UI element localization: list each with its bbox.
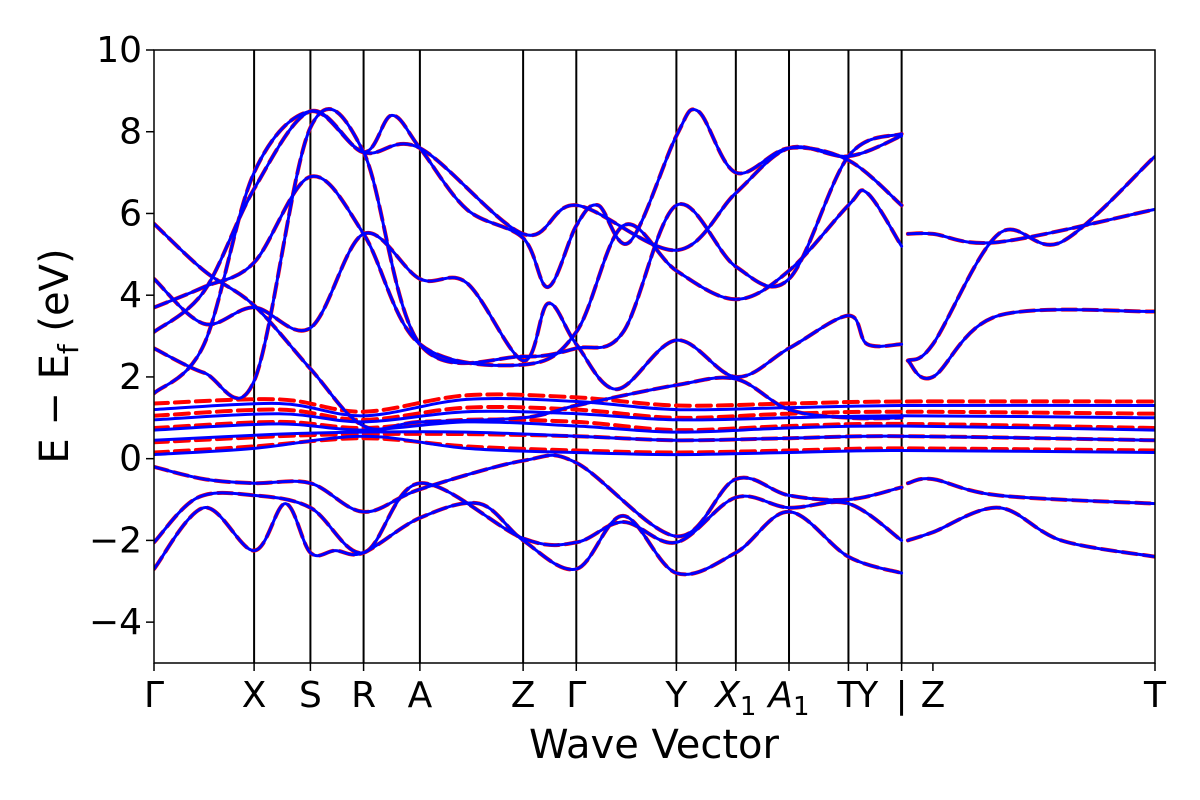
x-tick-label: Y (664, 675, 688, 716)
band-line-solid (154, 430, 1155, 442)
band-line-solid (154, 174, 904, 367)
band-line-dashed (154, 392, 1155, 414)
band-lines (154, 107, 1155, 577)
band-line-solid (154, 481, 904, 555)
band-line-solid (154, 453, 904, 538)
x-tick-label: A (408, 675, 433, 716)
band-line-solid (154, 107, 904, 400)
band-line-solid (154, 107, 904, 334)
x-tick-label: R (351, 675, 376, 716)
y-axis-title-subscript: f (52, 343, 85, 354)
y-tick-label: 0 (119, 439, 142, 480)
band-line-solid (154, 434, 1155, 457)
y-tick-label: 6 (119, 193, 142, 234)
y-tick-label: −2 (89, 520, 142, 561)
band-line-solid (154, 396, 1155, 418)
band-line-dashed (905, 505, 1155, 559)
y-axis-ticks: 10 8 6 4 2 0 −2 −4 (89, 30, 154, 643)
x-tick-label: T (836, 675, 860, 716)
y-axis-title-unit: (eV) (32, 248, 78, 344)
band-line-solid (154, 409, 1155, 424)
band-line-dashed (905, 307, 1155, 381)
y-axis-title: E − Ef (eV) (32, 248, 85, 463)
band-line-dashed (154, 417, 1155, 433)
x-tick-label: Z (511, 675, 536, 716)
plot-frame (153, 49, 1156, 664)
x-tick-label: S (299, 675, 322, 716)
x-tick-label: Γ (566, 675, 586, 716)
band-line-solid (906, 207, 1155, 245)
x-tick-label: T (1143, 675, 1167, 716)
y-axis-title-main: E − E (32, 354, 78, 464)
band-line-solid (906, 506, 1155, 559)
x-tick-label: | (896, 675, 908, 716)
band-line-solid (154, 231, 904, 391)
y-tick-label: 8 (119, 112, 142, 153)
band-line-dashed (905, 154, 1155, 363)
x-tick-label: Z (921, 675, 946, 716)
band-line-solid (906, 308, 1155, 380)
x-tick-label: A1 (766, 675, 809, 722)
band-line-solid (154, 420, 1155, 434)
y-tick-label: 10 (96, 30, 142, 71)
band-line-solid (154, 501, 904, 576)
band-line-solid (154, 109, 904, 395)
y-tick-label: 4 (119, 275, 142, 316)
y-tick-label: 2 (119, 357, 142, 398)
band-line-solid (906, 477, 1155, 506)
x-axis-title: Wave Vector (529, 722, 780, 768)
x-tick-label: X1 (713, 675, 756, 722)
x-axis-ticks: Γ X S R A Z Γ Y X1 A1 TY | Z T (144, 663, 1167, 722)
band-line-solid (906, 154, 1155, 363)
y-tick-label: −4 (89, 602, 142, 643)
band-line-dashed (154, 404, 1155, 422)
x-tick-label: Y (855, 675, 879, 716)
x-tick-label: X (242, 675, 267, 716)
x-tick-label: Γ (144, 675, 164, 716)
